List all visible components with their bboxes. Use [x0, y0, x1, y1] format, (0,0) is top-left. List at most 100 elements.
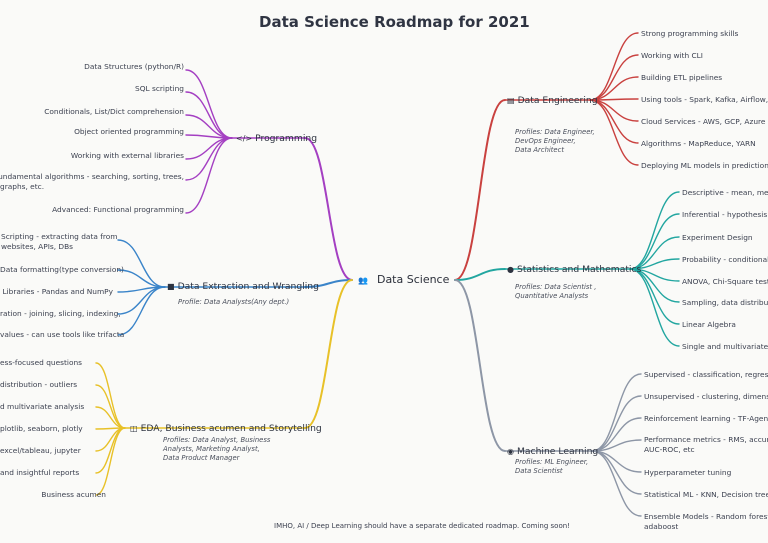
branch-programming: </> Programming: [236, 133, 317, 144]
profiles-ml: Profiles: ML Engineer, Data Scientist: [515, 458, 589, 475]
branch-statistics: ● Statistics and Mathematics: [507, 264, 641, 275]
leaf-connector-eda: [95, 384, 126, 429]
leaf-statistics: Experiment Design: [682, 233, 753, 242]
leaf-extraction: values - can use tools like trifacta: [0, 330, 125, 339]
leaf-eda: plotlib, seaborn, plotly: [0, 424, 83, 433]
leaf-ml: Unsupervised - clustering, dimensi: [644, 392, 768, 401]
branch-extraction: ■ Data Extraction and Wrangling: [167, 281, 319, 292]
leaf-connector-programming: [185, 69, 233, 139]
leaf-statistics: Inferential - hypothesis &: [682, 210, 768, 219]
chart-icon: ◫: [130, 424, 138, 433]
leaf-ml: Ensemble Models - Random forests: [644, 512, 768, 521]
leaf-connector-eda: [95, 427, 126, 452]
leaf-connector-ml: [591, 373, 642, 452]
page-title: Data Science Roadmap for 2021: [259, 13, 530, 31]
branch-engineering: ▤ Data Engineering: [507, 95, 598, 106]
code-icon: </>: [236, 134, 253, 143]
leaf-engineering: Cloud Services - AWS, GCP, Azure: [641, 117, 766, 126]
leaf-extraction: Libraries - Pandas and NumPy: [2, 287, 113, 296]
leaf-ml: Reinforcement learning - TF-Agents: [644, 414, 768, 423]
leaf-statistics: Linear Algebra: [682, 320, 736, 329]
leaf-connector-ml: [591, 450, 642, 517]
central-node-label: Data Science: [376, 273, 450, 286]
leaf-engineering: Deploying ML models in prediction: [641, 161, 768, 170]
leaf-engineering: Algorithms - MapReduce, YARN: [641, 139, 756, 148]
branch-statistics-label: Statistics and Mathematics: [516, 264, 642, 275]
leaf-programming: Fundamental algorithms - searching, sort…: [0, 172, 184, 181]
leaf-connector-eda: [95, 427, 126, 496]
leaf-connector-ml: [591, 395, 642, 452]
leaf-connector-ml: [591, 450, 642, 473]
trunk-engineering: [454, 99, 506, 281]
trunk-ml: [454, 279, 506, 452]
leaf-ml: Statistical ML - KNN, Decision trees: [644, 490, 768, 499]
leaf-eda: ess-focused questions: [0, 358, 83, 367]
leaf-connector-engineering: [589, 99, 639, 144]
people-icon: 👥: [358, 276, 368, 285]
leaf-ml: adaboost: [644, 522, 679, 531]
brain-icon: ◉: [507, 447, 514, 456]
leaf-statistics: Probability - conditional,: [682, 255, 768, 264]
leaf-connector-extraction: [117, 239, 166, 288]
leaf-programming: Object oriented programming: [74, 127, 184, 136]
branch-eda-label: EDA, Business acumen and Storytelling: [140, 423, 322, 434]
trunk-statistics: [454, 268, 506, 281]
leaf-programming: Conditionals, List/Dict comprehension: [44, 107, 184, 116]
profiles-statistics: Profiles: Data Scientist , Quantitative A…: [515, 283, 597, 300]
leaf-connector-statistics: [629, 213, 680, 270]
leaf-connector-engineering: [589, 99, 639, 166]
leaf-engineering: Building ETL pipelines: [641, 73, 723, 82]
leaf-eda: Business acumen: [41, 490, 106, 499]
leaf-ml: Supervised - classification, regress: [644, 370, 768, 379]
leaf-engineering: Strong programming skills: [641, 29, 739, 38]
leaf-eda: distribution - outliers: [0, 380, 78, 389]
leaf-engineering: Using tools - Spark, Kafka, Airflow, e: [641, 95, 768, 104]
branch-extraction-label: Data Extraction and Wrangling: [177, 281, 319, 292]
leaf-connector-engineering: [589, 32, 639, 101]
branch-programming-label: Programming: [255, 133, 318, 144]
leaf-connector-ml: [591, 450, 642, 495]
leaf-connector-statistics: [629, 191, 680, 270]
leaf-connector-extraction: [117, 269, 166, 288]
leaf-ml: Hyperparameter tuning: [644, 468, 732, 477]
leaf-programming: Data Structures (python/R): [84, 62, 184, 71]
leaf-programming: Advanced: Functional programming: [52, 205, 184, 214]
leaf-connector-statistics: [629, 268, 680, 325]
leaf-ml: AUC-ROC, etc: [644, 445, 695, 454]
branch-ml: ◉ Machine Learning: [507, 446, 598, 457]
trunk-eda: [304, 279, 353, 429]
branch-engineering-label: Data Engineering: [517, 95, 598, 106]
leaf-statistics: Descriptive - mean, med: [682, 188, 768, 197]
branch-ml-label: Machine Learning: [516, 446, 599, 457]
profiles-eda: Profiles: Data Analyst, Business Analysts…: [163, 436, 271, 462]
leaf-extraction: Data formatting(type conversion): [0, 265, 124, 274]
trunk-extraction: [304, 279, 353, 288]
leaf-connector-programming: [185, 91, 233, 139]
leaf-eda: excel/tableau, jupyter: [0, 446, 81, 455]
leaf-connector-programming: [185, 137, 233, 181]
leaf-programming: SQL scripting: [135, 84, 184, 93]
leaf-connector-programming: [185, 137, 233, 214]
leaf-ml: Performance metrics - RMS, accura: [644, 435, 768, 444]
briefcase-icon: ■: [167, 282, 175, 291]
gauge-icon: ●: [507, 265, 514, 274]
profiles-extraction: Profile: Data Analysts(Any dept.): [178, 298, 290, 306]
leaf-statistics: ANOVA, Chi-Square test: [682, 277, 768, 286]
central-node: 👥 Data Science: [358, 273, 449, 286]
leaf-statistics: Single and multivariate c: [682, 342, 768, 351]
leaf-extraction: ration - joining, slicing, indexing,: [0, 309, 121, 318]
leaf-engineering: Working with CLI: [641, 51, 703, 60]
profiles-engineering: Profiles: Data Engineer, DevOps Engineer,…: [515, 128, 595, 154]
leaf-programming: graphs, etc.: [0, 182, 45, 191]
leaf-statistics: Sampling, data distribu: [682, 298, 768, 307]
leaf-programming: Working with external libraries: [70, 151, 184, 160]
branch-eda: ◫ EDA, Business acumen and Storytelling: [130, 423, 322, 434]
leaf-connector-extraction: [117, 286, 166, 336]
database-icon: ▤: [507, 96, 515, 105]
leaf-eda: d multivariate analysis: [0, 402, 85, 411]
leaf-connector-statistics: [629, 268, 680, 347]
leaf-extraction: Scripting - extracting data from: [1, 232, 118, 241]
footnote: IMHO, AI / Deep Learning should have a s…: [274, 522, 570, 530]
trunk-programming: [304, 137, 353, 281]
